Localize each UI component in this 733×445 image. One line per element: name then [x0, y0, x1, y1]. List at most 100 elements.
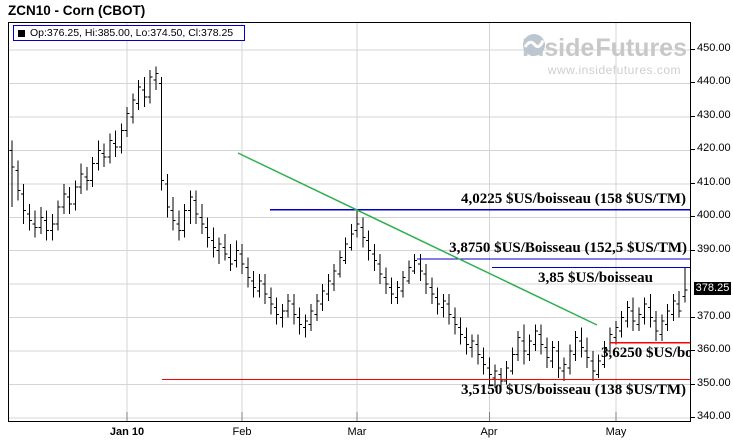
ohlc-bar	[320, 284, 325, 311]
ohlc-bar	[199, 203, 205, 234]
ohlc-legend: Op:376.25, Hi:385.00, Lo:374.50, Cl:378.…	[13, 25, 245, 41]
ohlc-bar	[308, 304, 314, 331]
ohlc-bar	[239, 244, 245, 275]
ohlc-bar	[325, 274, 331, 301]
ohlc-bar	[383, 267, 389, 295]
ohlc-bar	[153, 66, 159, 91]
y-axis-tick	[690, 250, 695, 251]
ohlc-bar	[107, 133, 113, 164]
ohlc-bar	[665, 304, 670, 331]
ohlc-bar	[113, 130, 118, 158]
ohlc-bar	[377, 254, 383, 285]
ohlc-bar	[302, 314, 308, 338]
ohlc-bar	[274, 297, 279, 325]
ohlc-bar	[44, 210, 49, 241]
ohlc-bar	[291, 294, 297, 325]
y-axis-tick	[690, 149, 695, 150]
ohlc-bar	[285, 294, 291, 318]
ohlc-bar	[567, 344, 573, 375]
ohlc-bar	[95, 140, 101, 171]
price-level-label: 4,0225 $US/boisseau (158 $US/TM)	[460, 191, 686, 207]
y-axis-label: 440.00	[697, 75, 731, 87]
ohlc-bar	[538, 324, 544, 355]
ohlc-bar	[38, 207, 44, 234]
ohlc-bar	[55, 200, 61, 231]
ohlc-bar	[504, 361, 509, 385]
ohlc-bar	[486, 357, 492, 385]
ohlc-bar	[366, 230, 371, 261]
ohlc-bar	[406, 260, 412, 285]
price-level-label: 3,6250 $US/bo.	[601, 345, 691, 361]
ohlc-bar	[314, 294, 320, 321]
y-axis-tick	[690, 183, 695, 184]
ohlc-bar	[136, 80, 141, 111]
ohlc-bar	[389, 277, 394, 305]
price-level-label: 3,85 $US/boisseau	[537, 270, 653, 286]
ohlc-bar	[251, 270, 256, 298]
ohlc-bar	[475, 334, 481, 365]
ohlc-bar	[118, 123, 124, 154]
ohlc-bar	[642, 297, 647, 325]
ohlc-bar	[176, 210, 182, 241]
ohlc-bar	[619, 310, 624, 338]
y-axis-label: 350.00	[697, 377, 731, 389]
ohlc-bar	[130, 93, 136, 124]
ohlc-bar	[343, 237, 348, 265]
ohlc-bar	[360, 217, 366, 248]
insidefutures-logo-icon	[523, 34, 546, 56]
x-axis-label: Jan 10	[109, 426, 145, 438]
ohlc-bar	[521, 324, 527, 365]
ohlc-bar	[222, 233, 228, 261]
chart-title: ZCN10 - Corn (CBOT)	[8, 3, 146, 18]
ohlc-bar	[458, 317, 463, 345]
ohlc-bar	[124, 106, 130, 137]
y-axis-tick	[690, 384, 695, 385]
ohlc-bar	[193, 190, 199, 224]
ohlc-bar	[228, 244, 233, 271]
ohlc-bar	[469, 334, 475, 358]
ohlc-bar	[67, 187, 72, 214]
ohlc-bar	[78, 163, 84, 194]
ohlc-bar	[279, 304, 285, 328]
y-axis-tick	[690, 82, 695, 83]
y-axis-tick	[690, 417, 695, 418]
ohlc-bar	[509, 347, 515, 375]
ohlc-bar	[676, 290, 682, 318]
ohlc-bar	[515, 330, 521, 362]
ohlc-bar	[596, 354, 601, 378]
ohlc-bar	[262, 274, 268, 305]
ohlc-bar	[440, 294, 446, 318]
ohlc-bar	[492, 364, 498, 388]
watermark-url: www.insidefutures.com	[547, 63, 681, 77]
ohlc-bar	[435, 287, 440, 315]
y-axis: 378.25 450.00 440.00 430.00 420.00 410.00 400…	[690, 22, 733, 426]
watermark-brand-right: Futures	[595, 34, 687, 62]
y-axis-label: 430.00	[697, 109, 731, 121]
series-marker-icon	[18, 29, 25, 37]
ohlc-bar	[348, 223, 354, 251]
ohlc-bar	[653, 310, 659, 342]
y-axis-label: 420.00	[697, 142, 731, 154]
ohlc-bar	[578, 327, 584, 358]
ohlc-bar	[613, 320, 619, 345]
ohlc-bar	[630, 297, 636, 331]
y-axis-tick	[690, 116, 695, 117]
ohlc-bar	[210, 227, 216, 258]
ohlc-bar	[72, 180, 78, 211]
y-axis-label: 450.00	[697, 42, 731, 54]
ohlc-bar	[331, 264, 337, 291]
ohlc-bar	[481, 347, 486, 375]
ohlc-bar	[463, 327, 469, 355]
ohlc-bar	[268, 287, 274, 315]
price-plot	[9, 23, 690, 421]
ohlc-bar	[101, 143, 107, 168]
ohlc-bar	[147, 70, 153, 104]
ohlc-bar	[297, 307, 302, 335]
ohlc-bar	[15, 160, 21, 201]
price-level-label: 3,5150 $US/boisseau (138 $US/TM)	[460, 382, 686, 398]
y-axis-label: 370.00	[697, 310, 731, 322]
ohlc-bar	[423, 264, 429, 295]
ohlc-bar	[452, 307, 458, 335]
ohlc-bar	[371, 244, 377, 271]
